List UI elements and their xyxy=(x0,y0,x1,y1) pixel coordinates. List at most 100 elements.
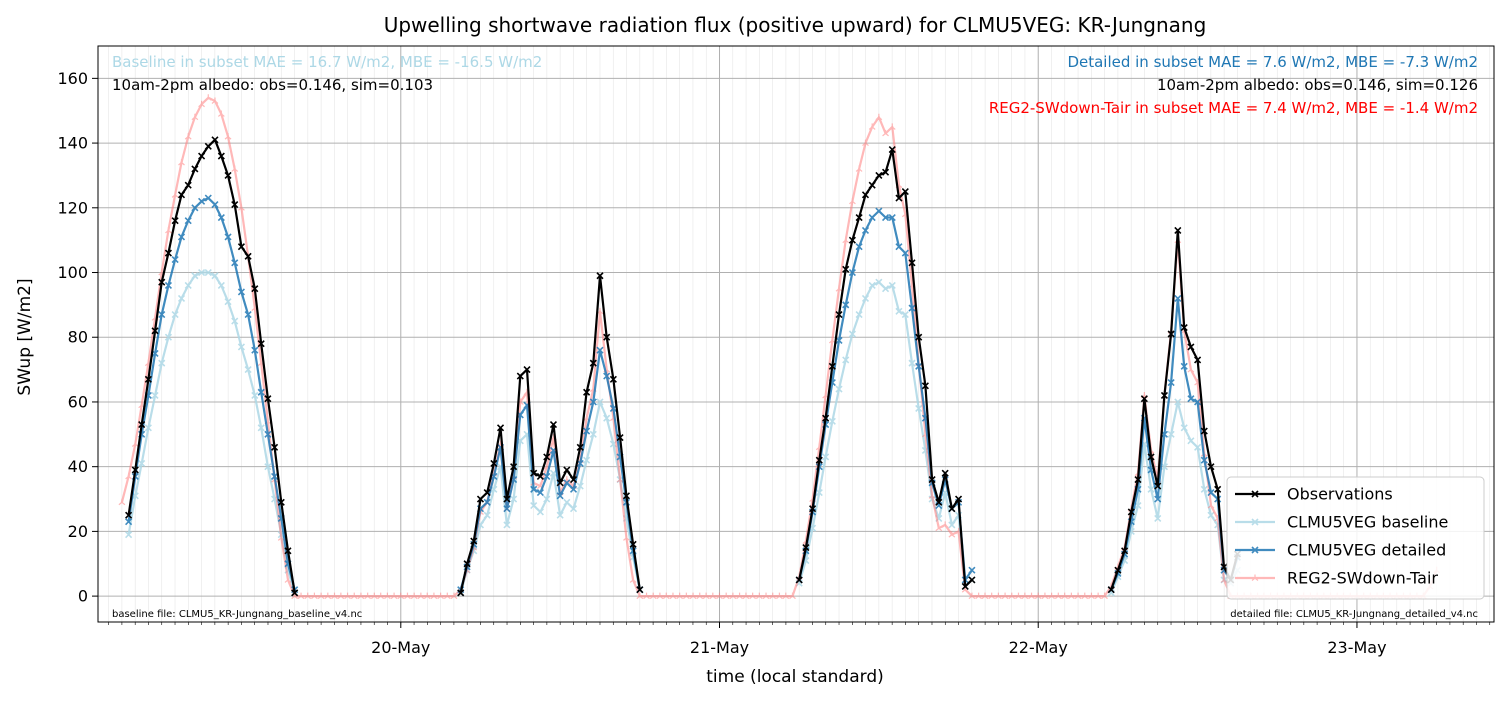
data-point xyxy=(164,249,173,257)
data-point xyxy=(1147,485,1155,493)
data-point xyxy=(583,427,591,435)
data-point xyxy=(144,375,152,383)
data-point xyxy=(264,463,272,471)
data-point xyxy=(1021,592,1029,600)
data-point xyxy=(244,366,252,374)
data-point xyxy=(264,395,272,403)
data-point xyxy=(231,165,239,172)
data-point xyxy=(828,362,836,370)
data-point xyxy=(1034,592,1042,600)
data-point xyxy=(809,505,817,513)
legend-label: CLMU5VEG baseline xyxy=(1287,513,1448,532)
data-point xyxy=(776,592,783,600)
series-line xyxy=(127,271,296,594)
data-point xyxy=(569,485,578,493)
legend-box xyxy=(1226,476,1485,600)
data-point xyxy=(722,592,730,600)
data-point xyxy=(237,243,245,251)
data-point xyxy=(191,165,199,173)
data-point xyxy=(1054,592,1062,600)
data-point xyxy=(895,194,903,202)
data-point xyxy=(941,521,949,528)
data-point xyxy=(224,233,232,241)
series-line xyxy=(459,349,641,590)
data-point xyxy=(789,592,796,600)
data-point xyxy=(636,586,644,594)
data-point xyxy=(476,495,485,503)
series-layer xyxy=(118,94,1441,600)
data-point xyxy=(164,281,173,290)
data-point xyxy=(822,453,830,461)
data-point xyxy=(1167,330,1175,338)
data-point xyxy=(125,511,133,519)
data-point xyxy=(556,511,564,519)
data-point xyxy=(184,133,192,140)
data-point xyxy=(536,472,544,480)
data-point xyxy=(968,566,976,574)
data-point xyxy=(583,388,591,396)
data-point xyxy=(1101,592,1108,600)
data-point xyxy=(1174,398,1182,406)
data-point xyxy=(868,123,876,130)
data-point xyxy=(131,466,139,474)
y-tick-label: 40 xyxy=(68,457,88,476)
data-point xyxy=(1180,323,1188,332)
data-point xyxy=(696,592,704,600)
data-point xyxy=(151,327,159,335)
data-point xyxy=(1167,430,1175,438)
data-point xyxy=(855,243,863,251)
data-point xyxy=(217,152,225,160)
data-point xyxy=(536,488,544,497)
data-point xyxy=(848,268,856,277)
data-point xyxy=(881,285,890,293)
data-point xyxy=(198,100,205,108)
data-point xyxy=(1214,485,1222,493)
data-point xyxy=(622,492,631,500)
data-point xyxy=(1180,362,1188,370)
data-point xyxy=(1194,356,1202,364)
data-point xyxy=(868,213,876,222)
data-point xyxy=(364,592,372,600)
data-point xyxy=(935,498,943,506)
data-point xyxy=(656,592,664,600)
data-point xyxy=(861,294,870,302)
data-point xyxy=(569,505,578,513)
detailed-albedo-annotation: 10am-2pm albedo: obs=0.146, sim=0.126 xyxy=(1157,76,1478,94)
data-point xyxy=(211,136,219,144)
data-point xyxy=(895,243,903,251)
y-tick-label: 0 xyxy=(78,587,88,606)
data-point xyxy=(211,272,219,280)
legend-swatch-marker xyxy=(1251,518,1259,526)
data-point xyxy=(211,97,219,104)
data-point xyxy=(855,165,863,172)
data-point xyxy=(1061,592,1069,600)
data-point xyxy=(237,343,245,351)
data-point xyxy=(138,421,146,429)
data-point xyxy=(217,213,225,222)
data-point xyxy=(576,443,584,451)
data-point xyxy=(915,404,923,412)
data-point xyxy=(198,152,206,160)
data-point xyxy=(1121,547,1129,555)
data-point xyxy=(842,265,850,273)
data-point xyxy=(948,505,956,513)
data-point xyxy=(125,472,132,480)
y-tick-label: 80 xyxy=(68,328,88,347)
data-point xyxy=(849,197,856,205)
data-point xyxy=(204,142,212,150)
data-point xyxy=(164,333,173,341)
data-point xyxy=(589,398,597,406)
data-point xyxy=(954,495,963,503)
data-point xyxy=(470,537,478,545)
chart-title: Upwelling shortwave radiation flux (posi… xyxy=(384,13,1207,37)
data-point xyxy=(755,592,763,600)
data-point xyxy=(861,226,870,235)
data-point xyxy=(908,304,916,312)
data-point xyxy=(257,388,265,396)
data-point xyxy=(244,311,252,319)
data-point xyxy=(1094,592,1102,600)
data-point xyxy=(530,485,538,493)
x-tick-label: 20-May xyxy=(371,638,430,657)
data-point xyxy=(198,268,206,277)
data-point xyxy=(311,592,318,600)
